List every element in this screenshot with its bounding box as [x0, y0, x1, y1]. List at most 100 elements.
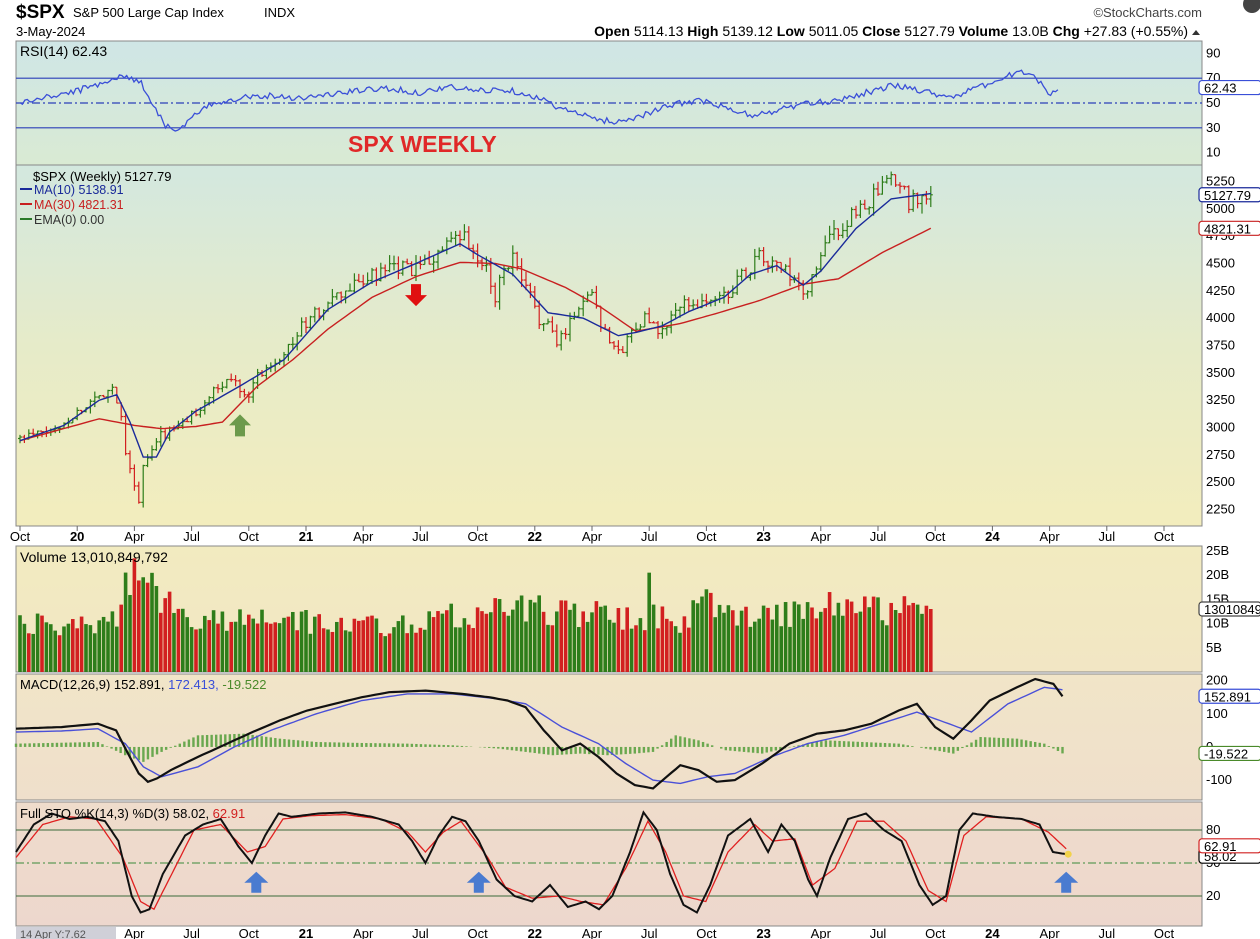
- volume-bar: [489, 612, 493, 672]
- volume-bar: [361, 620, 365, 672]
- symbol: $SPX: [16, 2, 65, 23]
- volume-bar: [775, 604, 779, 672]
- volume-bar: [352, 618, 357, 672]
- quote-value: 13.0B: [1012, 23, 1049, 39]
- price-tick-label: 2750: [1206, 447, 1235, 462]
- volume-bar: [616, 607, 621, 672]
- time-axis-label-bottom: 21: [299, 926, 313, 939]
- volume-bar: [132, 558, 137, 672]
- time-axis-label-bottom: Oct: [239, 926, 260, 939]
- volume-bar: [269, 623, 273, 672]
- volume-bar: [898, 613, 902, 672]
- volume-bar: [511, 609, 515, 672]
- quote-value: 5139.12: [722, 23, 773, 39]
- volume-bar: [317, 614, 321, 672]
- volume-bar: [335, 621, 339, 672]
- volume-bar: [445, 610, 449, 672]
- rsi-line: [19, 69, 1059, 132]
- time-axis-label: Apr: [582, 529, 603, 544]
- change-up-icon: [1192, 30, 1200, 35]
- time-axis-label: Apr: [124, 529, 145, 544]
- time-axis-label: Jul: [641, 529, 658, 544]
- volume-bar: [458, 627, 462, 672]
- volume-bar: [299, 611, 304, 672]
- volume-bar: [167, 591, 172, 672]
- price-last-value: 5127.79: [1204, 188, 1251, 203]
- volume-bar: [357, 620, 361, 672]
- volume-bar: [761, 605, 766, 672]
- volume-bar: [326, 629, 330, 672]
- volume-bar: [867, 607, 871, 672]
- volume-bar: [709, 592, 713, 672]
- volume-tick-label: 5B: [1206, 640, 1222, 655]
- volume-bar: [18, 615, 22, 672]
- volume-bar: [62, 626, 66, 672]
- arrow-up-marker: [244, 871, 269, 893]
- time-axis-label: Apr: [811, 529, 832, 544]
- volume-bar: [286, 616, 291, 672]
- volume-bar: [700, 596, 704, 672]
- time-axis-label: Jul: [183, 529, 200, 544]
- volume-bar: [929, 609, 933, 672]
- time-axis-label: 21: [299, 529, 313, 544]
- volume-bar: [233, 621, 238, 672]
- volume-bar: [555, 611, 559, 672]
- macd-tick-label: 200: [1206, 673, 1228, 688]
- volume-bar: [594, 601, 599, 672]
- volume-bar: [550, 625, 555, 672]
- time-axis-label-bottom: Jul: [641, 926, 658, 939]
- volume-bar: [497, 599, 502, 672]
- volume-bar: [638, 618, 643, 672]
- volume-bar: [559, 600, 563, 672]
- volume-bar: [163, 598, 167, 672]
- time-axis-label: 20: [70, 529, 84, 544]
- sto-tick-label: 80: [1206, 822, 1220, 837]
- volume-bar: [75, 628, 79, 672]
- volume-bar: [731, 610, 735, 672]
- volume-bar: [533, 602, 537, 672]
- price-tick-label: 4250: [1206, 283, 1235, 298]
- macd-last-value: 152.891: [1204, 689, 1251, 704]
- volume-bar: [282, 617, 286, 672]
- volume-bar: [374, 618, 379, 672]
- volume-bar: [634, 625, 638, 672]
- macd-hist-last-value: -19.522: [1204, 746, 1248, 761]
- volume-bar: [370, 615, 374, 672]
- volume-tick-label: 10B: [1206, 616, 1229, 631]
- volume-bar: [577, 627, 581, 672]
- volume-bar: [238, 609, 242, 672]
- price-legend-item: EMA(0) 0.00: [34, 213, 104, 227]
- time-axis-label-bottom: Apr: [353, 926, 374, 939]
- volume-bar: [673, 626, 678, 672]
- volume-bar: [31, 633, 35, 672]
- time-axis-label-bottom: Oct: [696, 926, 717, 939]
- arrow-up-marker: [466, 871, 491, 893]
- menu-icon[interactable]: [1243, 0, 1260, 13]
- volume-bar: [57, 635, 62, 672]
- volume-bar: [273, 622, 277, 672]
- price-tick-label: 3250: [1206, 392, 1235, 407]
- sto-legend-item: 62.91: [209, 806, 245, 821]
- volume-tick-label: 20B: [1206, 567, 1229, 582]
- volume-bar: [339, 617, 343, 672]
- volume-bar: [841, 615, 845, 672]
- macd-panel: [15, 673, 1203, 801]
- volume-bar: [40, 615, 44, 672]
- quote-value: 5114.13: [634, 23, 684, 39]
- volume-bar: [431, 617, 436, 672]
- macd-legend-item: -19.522: [219, 677, 267, 692]
- volume-bar: [242, 624, 247, 672]
- volume-bar: [810, 607, 814, 672]
- volume-bar: [141, 577, 145, 672]
- volume-bar: [722, 612, 726, 672]
- volume-bar: [427, 611, 431, 672]
- volume-bar: [915, 604, 920, 672]
- quote-value: +27.83 (+0.55%): [1084, 23, 1188, 39]
- brand-label: ©StockCharts.com: [1093, 5, 1202, 20]
- exchange: INDX: [264, 5, 295, 20]
- quote-key: Open: [594, 23, 634, 39]
- volume-bar: [665, 618, 669, 672]
- time-axis-label: Oct: [1154, 529, 1175, 544]
- volume-bar: [682, 616, 687, 672]
- volume-bar: [387, 633, 392, 672]
